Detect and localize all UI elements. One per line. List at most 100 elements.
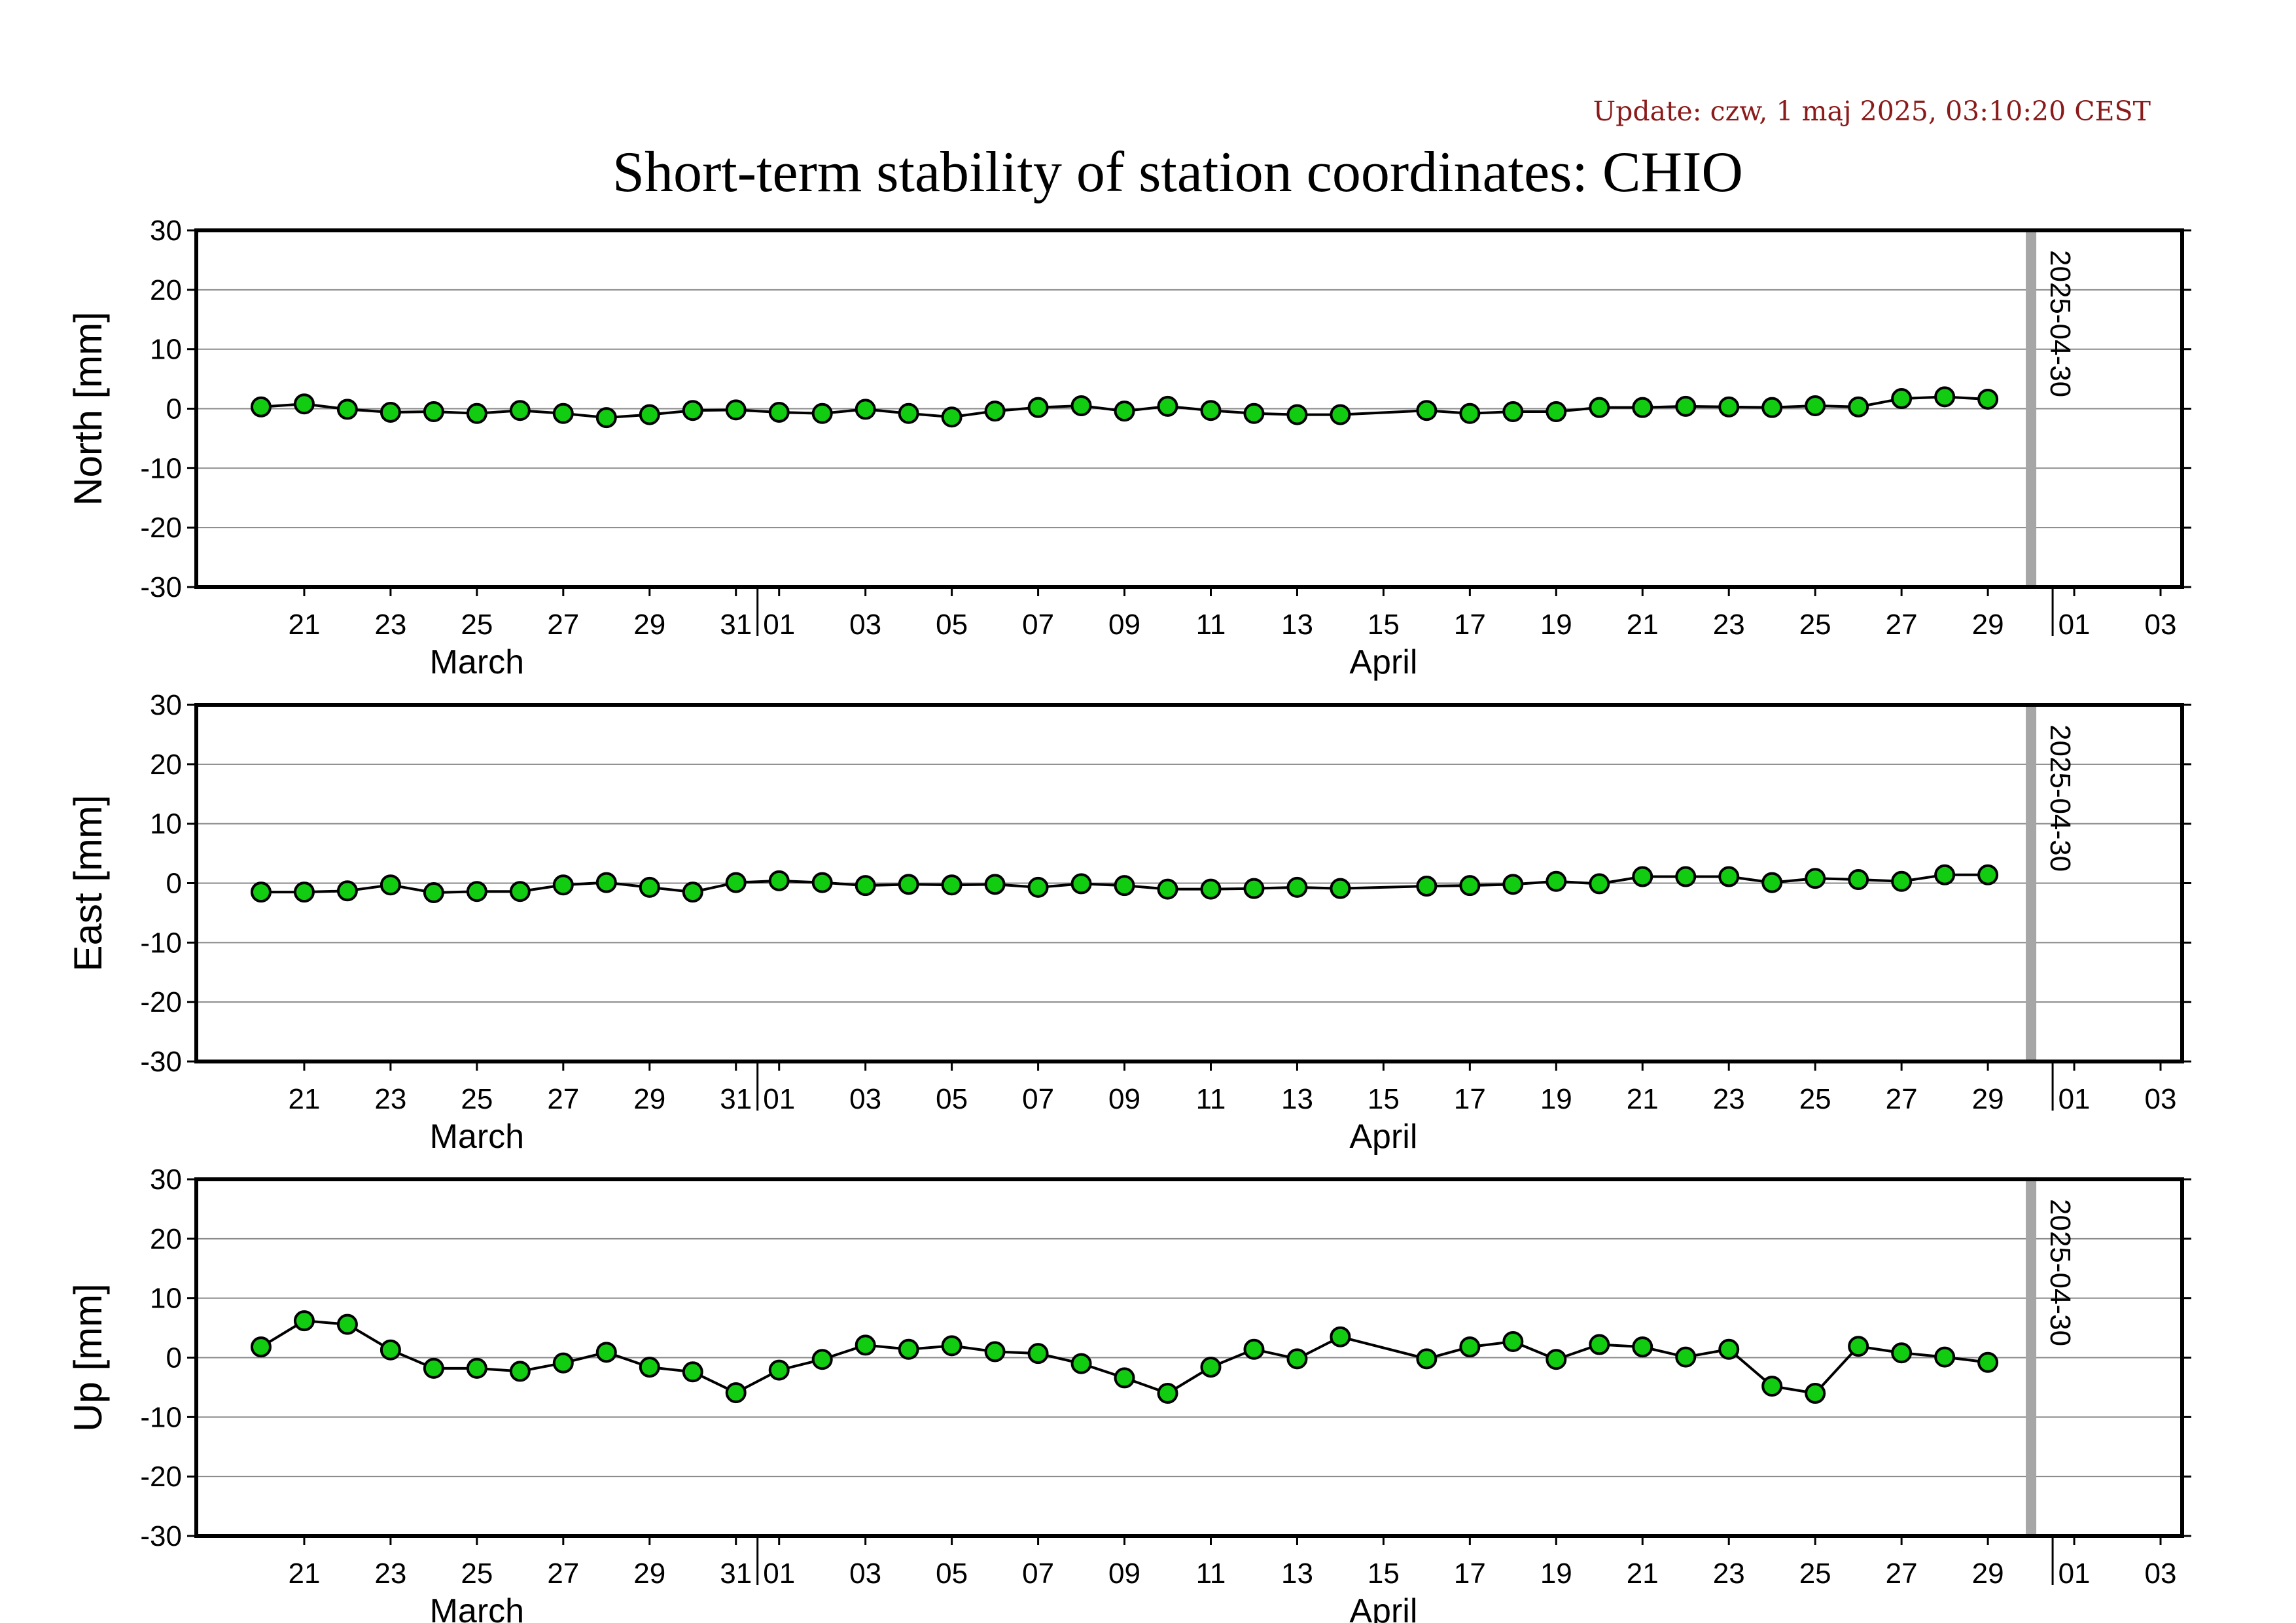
x-tick-label: 27	[547, 609, 579, 641]
x-tick-label: 29	[1972, 1558, 2004, 1590]
data-point	[1243, 1338, 1265, 1360]
x-tick-label: 05	[936, 609, 968, 641]
data-point	[1805, 1383, 1826, 1404]
data-point	[1459, 1336, 1481, 1358]
y-axis-label: North [mm]	[66, 312, 110, 506]
data-point	[1934, 1346, 1956, 1368]
data-point	[898, 1338, 919, 1360]
data-point	[898, 402, 919, 424]
data-point	[1114, 1367, 1135, 1389]
x-tick-label: 09	[1108, 1083, 1140, 1115]
data-point	[1027, 397, 1049, 418]
data-point	[1632, 1336, 1653, 1358]
x-tick-label: 23	[1713, 609, 1745, 641]
y-tick-label: -20	[140, 986, 182, 1018]
month-label: March	[430, 1592, 524, 1623]
y-tick-label: -30	[140, 1520, 182, 1552]
data-point	[1286, 1348, 1308, 1370]
y-tick-label: 30	[150, 215, 182, 247]
data-point	[725, 1382, 747, 1404]
data-point	[811, 402, 833, 424]
data-point	[1114, 401, 1135, 422]
data-point	[1502, 1330, 1524, 1352]
data-point	[423, 1357, 444, 1379]
data-point	[682, 1361, 703, 1383]
data-point	[1589, 873, 1610, 895]
data-point	[1200, 1357, 1222, 1378]
data-point	[1805, 868, 1826, 889]
x-tick-label: 21	[1627, 1083, 1659, 1115]
data-point	[509, 1361, 531, 1382]
y-axis-label: Up [mm]	[66, 1283, 110, 1432]
x-tick-label: 29	[1972, 1083, 2004, 1115]
x-tick-label: 21	[288, 609, 320, 641]
data-point	[1632, 397, 1653, 418]
data-point	[855, 1334, 876, 1356]
data-point	[1157, 878, 1178, 900]
x-tick-label: 03	[2145, 1558, 2177, 1590]
y-tick-label: 10	[150, 1283, 182, 1315]
data-point	[639, 876, 660, 898]
data-point	[1632, 866, 1653, 887]
y-tick-label: -10	[140, 1401, 182, 1433]
data-point	[1718, 866, 1740, 887]
y-tick-label: 0	[166, 393, 182, 425]
data-point	[466, 1357, 487, 1379]
x-tick-label: 05	[936, 1083, 968, 1115]
data-point	[336, 399, 358, 420]
y-tick-label: 20	[150, 274, 182, 306]
x-tick-label: 11	[1196, 609, 1226, 641]
x-tick-label: 01	[763, 609, 795, 641]
data-point	[1286, 404, 1308, 425]
x-tick-label: 07	[1022, 609, 1054, 641]
data-point	[552, 874, 574, 896]
data-point	[639, 1357, 660, 1378]
data-point	[1330, 404, 1351, 425]
data-point	[1848, 1336, 1869, 1357]
x-tick-label: 23	[1713, 1083, 1745, 1115]
x-tick-label: 25	[1799, 1558, 1831, 1590]
x-tick-label: 23	[1713, 1558, 1745, 1590]
panels-group: 2025-04-30 30 20 10 0 -10 -20 -30 North [mm] 21 23…	[66, 215, 2191, 1623]
x-tick-label: 01	[2058, 1558, 2091, 1590]
x-tick-label: 25	[1799, 1083, 1831, 1115]
data-point	[855, 875, 876, 897]
series-line	[260, 395, 1988, 419]
data-point	[1675, 395, 1697, 417]
x-tick-label: 27	[547, 1083, 579, 1115]
data-point	[1675, 1346, 1697, 1368]
data-point	[1891, 388, 1913, 410]
data-point	[1027, 876, 1049, 898]
x-tick-label: 25	[461, 1083, 493, 1115]
x-tick-label: 23	[374, 1083, 406, 1115]
date-marker-label: 2025-04-30	[2044, 250, 2076, 397]
y-tick-label: -10	[140, 927, 182, 959]
x-tick-label: 27	[1886, 609, 1918, 641]
x-tick-label: 05	[936, 1558, 968, 1590]
data-point	[1977, 864, 1999, 885]
panel-0: 2025-04-30 30 20 10 0 -10 -20 -30 North [mm] 21 23…	[66, 215, 2191, 681]
panel-2: 2025-04-30 30 20 10 0 -10 -20 -30 Up [mm] 21 23 25 2…	[66, 1164, 2191, 1623]
data-point	[380, 401, 401, 423]
x-tick-label: 27	[1886, 1083, 1918, 1115]
data-point	[1718, 396, 1740, 418]
data-point	[293, 882, 315, 903]
x-tick-label: 15	[1368, 609, 1400, 641]
y-tick-label: -20	[140, 512, 182, 544]
series-line	[260, 1319, 1988, 1395]
x-tick-label: 25	[1799, 609, 1831, 641]
x-tick-label: 31	[720, 1083, 752, 1115]
x-tick-label: 29	[633, 609, 665, 641]
x-tick-label: 09	[1108, 1558, 1140, 1590]
x-tick-label: 17	[1454, 609, 1486, 641]
x-tick-label: 15	[1368, 1558, 1400, 1590]
data-point	[1330, 1326, 1351, 1347]
data-point	[941, 874, 963, 896]
month-label: March	[430, 643, 524, 681]
data-point	[1934, 386, 1956, 408]
data-point	[725, 399, 747, 421]
x-tick-label: 11	[1196, 1083, 1226, 1115]
data-point	[336, 880, 358, 902]
x-tick-label: 21	[1627, 609, 1659, 641]
data-point	[811, 1349, 833, 1370]
